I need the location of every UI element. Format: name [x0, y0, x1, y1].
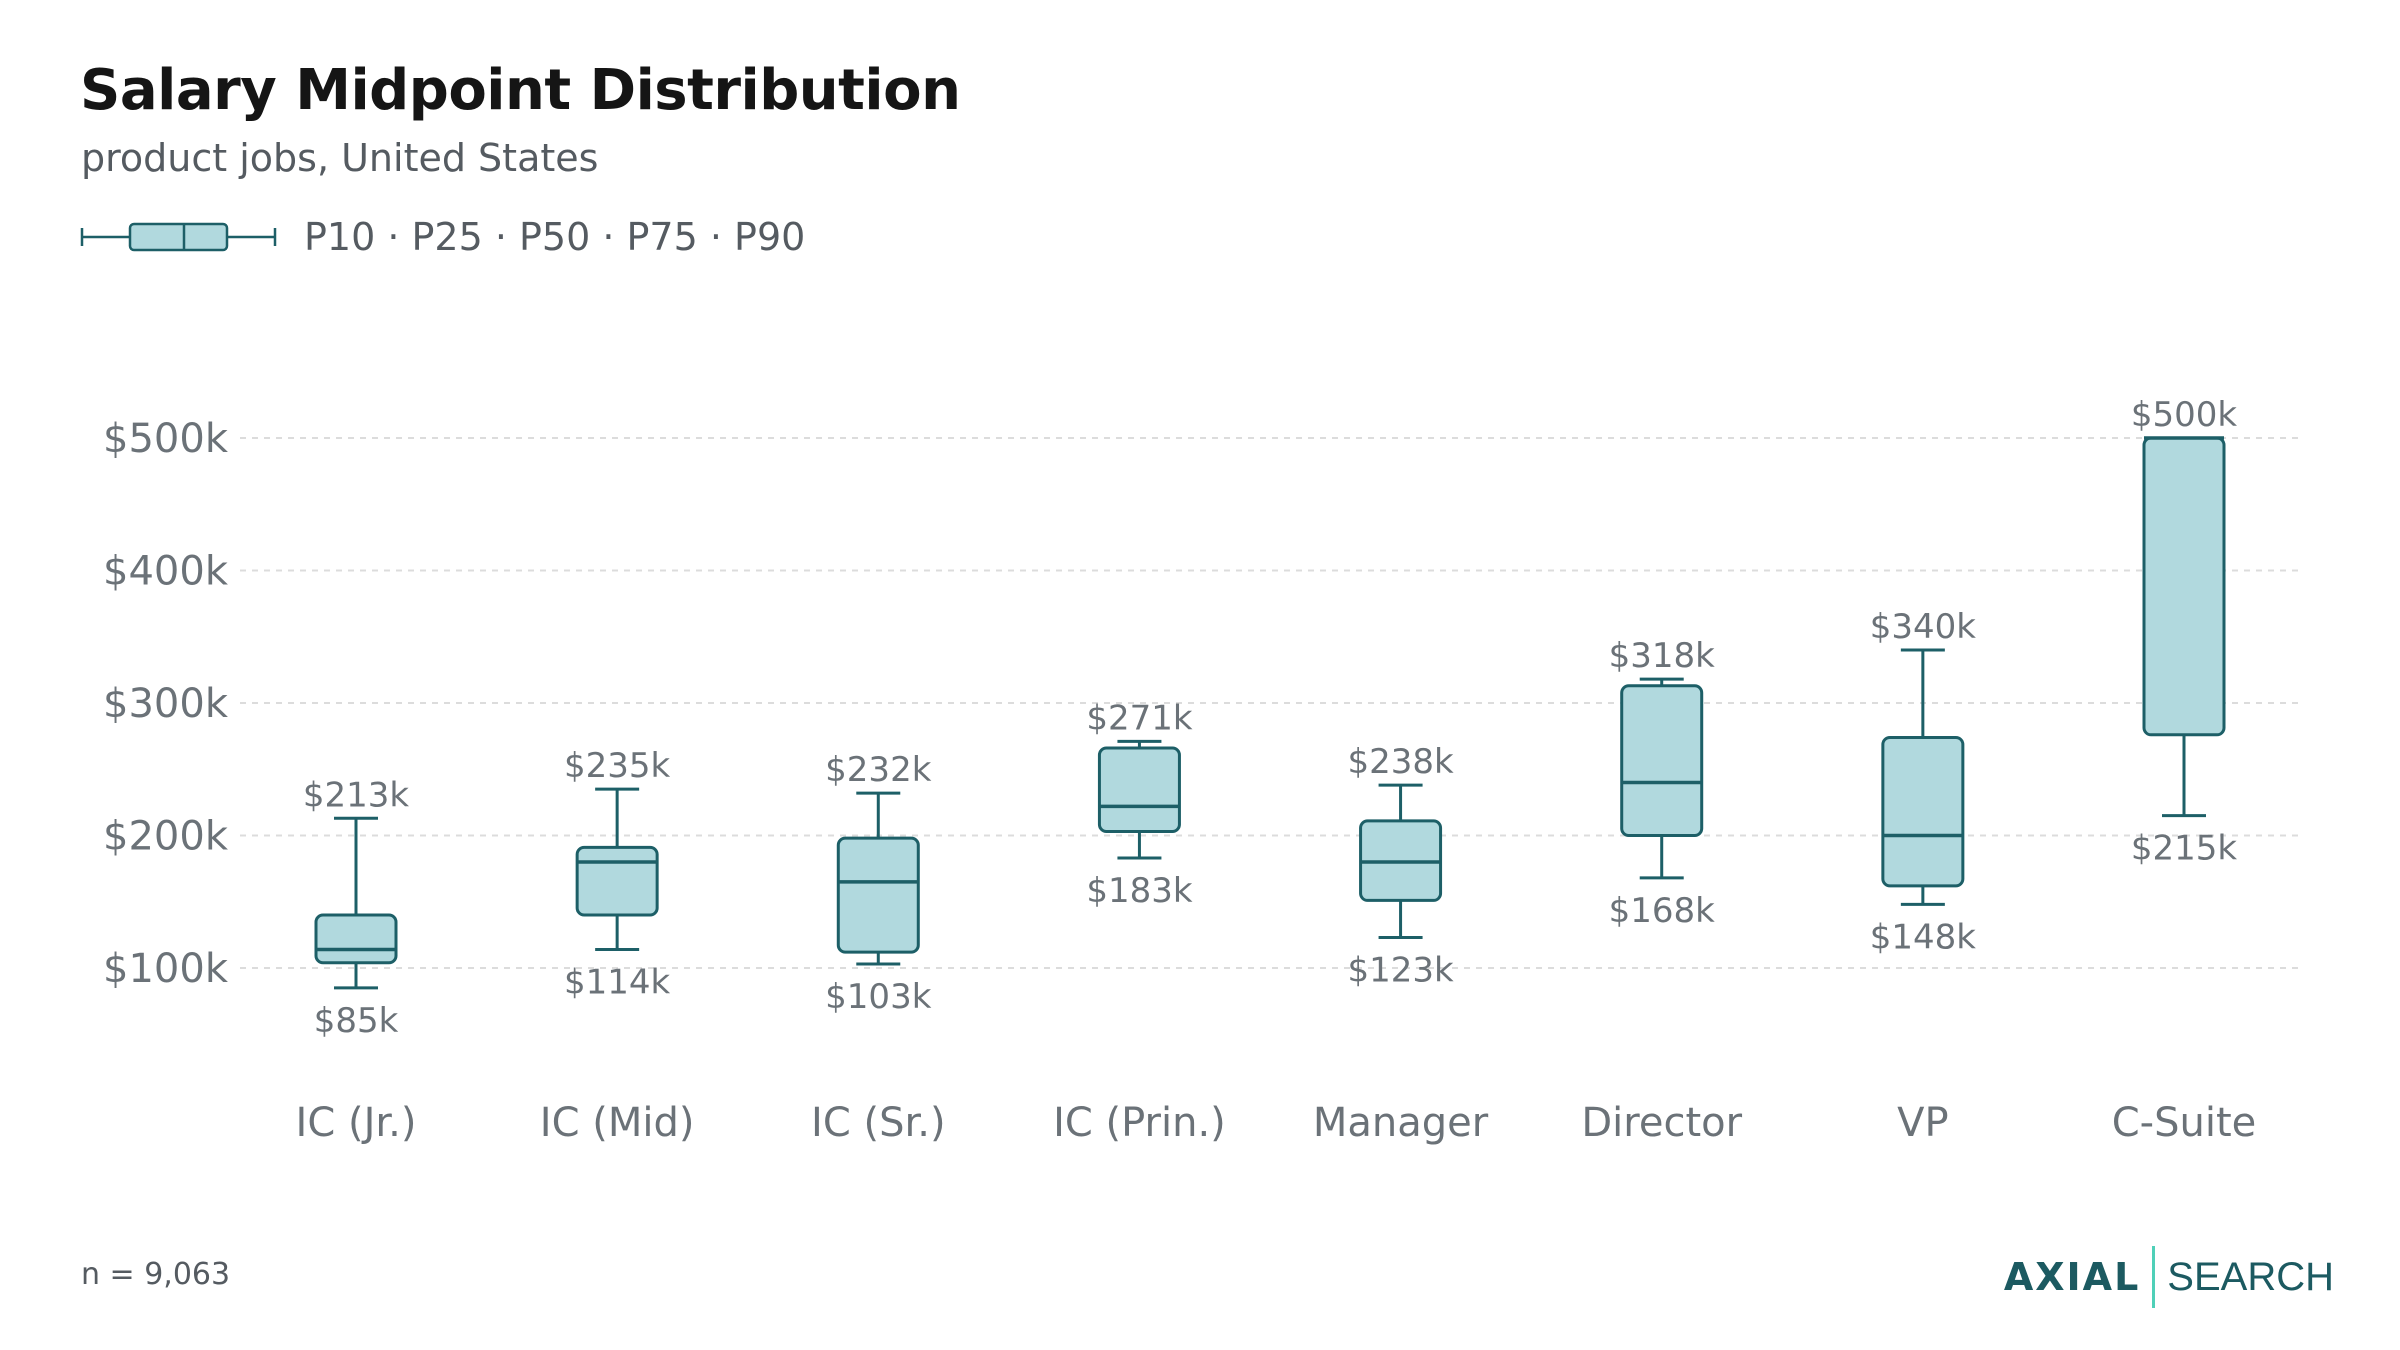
- iqr-box: [2142, 436, 2226, 737]
- y-tick-label: $300k: [103, 681, 229, 727]
- brand-divider: [2152, 1246, 2156, 1308]
- chart-subtitle: product jobs, United States: [81, 136, 599, 180]
- y-tick-label: $200k: [103, 814, 229, 860]
- legend-boxplot-icon: [80, 222, 277, 252]
- p90-label: $271k: [1086, 698, 1193, 738]
- legend-label: P10 · P25 · P50 · P75 · P90: [304, 215, 806, 259]
- p10-label: $148k: [1870, 917, 1977, 957]
- x-tick-label: Manager: [1313, 1100, 1489, 1146]
- p10-label: $183k: [1086, 871, 1193, 911]
- p10-label: $215k: [2131, 829, 2238, 869]
- sample-size-note: n = 9,063: [81, 1257, 231, 1292]
- legend: P10 · P25 · P50 · P75 · P90: [80, 215, 805, 259]
- y-tick-label: $500k: [103, 416, 229, 462]
- p90-label: $500k: [2131, 395, 2238, 435]
- x-tick-label: IC (Jr.): [296, 1100, 417, 1146]
- p90-label: $318k: [1609, 636, 1716, 676]
- y-tick-label: $400k: [103, 549, 229, 595]
- p10-label: $114k: [564, 962, 671, 1002]
- x-tick-label: IC (Prin.): [1053, 1100, 1226, 1146]
- iqr-box: [575, 845, 659, 917]
- brand-primary-text: AXIAL: [2003, 1255, 2141, 1299]
- y-tick-label: $100k: [103, 946, 229, 992]
- p10-label: $123k: [1347, 951, 1454, 991]
- iqr-box: [1620, 684, 1704, 838]
- iqr-box: [314, 913, 398, 965]
- p10-label: $168k: [1609, 891, 1716, 931]
- x-tick-label: C-Suite: [2112, 1100, 2257, 1146]
- iqr-box: [1097, 746, 1181, 834]
- p10-label: $103k: [825, 977, 932, 1017]
- iqr-box: [836, 836, 920, 954]
- p90-label: $238k: [1347, 742, 1454, 782]
- x-tick-label: Director: [1581, 1100, 1742, 1146]
- p90-label: $213k: [303, 775, 410, 815]
- p90-label: $340k: [1870, 607, 1977, 647]
- x-tick-label: IC (Sr.): [811, 1100, 946, 1146]
- iqr-box: [1881, 735, 1965, 888]
- brand-secondary-text: SEARCH: [2167, 1254, 2334, 1299]
- p10-label: $85k: [314, 1001, 399, 1041]
- brand-logo: AXIAL SEARCH: [2004, 1244, 2334, 1310]
- p90-label: $235k: [564, 746, 671, 786]
- x-tick-label: VP: [1897, 1100, 1948, 1146]
- p90-label: $232k: [825, 750, 932, 790]
- x-tick-label: IC (Mid): [540, 1100, 695, 1146]
- chart-title: Salary Midpoint Distribution: [80, 58, 961, 123]
